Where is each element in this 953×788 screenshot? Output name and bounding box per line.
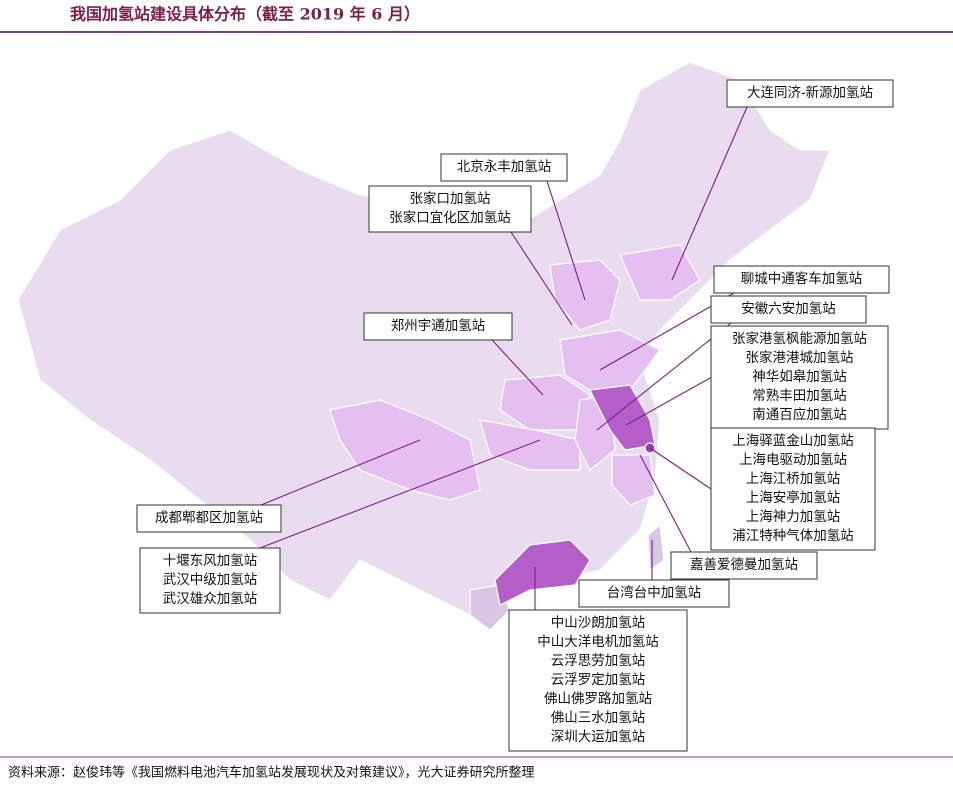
callout-box <box>670 551 818 580</box>
station-label: 上海神力加氢站 <box>746 509 841 525</box>
station-label: 常熟丰田加氢站 <box>752 388 847 404</box>
callout-box <box>363 312 513 341</box>
station-label: 上海电驱动加氢站 <box>739 452 847 468</box>
callout-box <box>710 295 867 324</box>
station-label: 南通百应加氢站 <box>752 406 847 423</box>
station-label: 张家口宜化区加氢站 <box>389 209 511 226</box>
sichuan <box>329 399 481 501</box>
leader-line <box>260 439 421 506</box>
station-label: 深圳大运加氢站 <box>551 729 646 745</box>
jiangsu <box>589 384 656 451</box>
station-label: 中山大洋电机加氢站 <box>537 634 659 650</box>
leader-line <box>491 339 544 396</box>
station-label: 张家港氢枫能源加氢站 <box>732 330 867 347</box>
station-label: 张家口加氢站 <box>410 190 491 207</box>
callout-box <box>368 185 532 233</box>
station-label: 武汉中级加氢站 <box>163 572 258 588</box>
callout-box <box>440 153 568 182</box>
callout-box <box>136 504 282 533</box>
title: 我国加氢站建设具体分布（截至 2019 年 6 月） <box>70 5 420 24</box>
station-label: 佛山佛罗路加氢站 <box>544 691 652 707</box>
leader-line <box>510 231 573 326</box>
leader-line <box>625 377 712 426</box>
station-label: 上海安亭加氢站 <box>746 489 841 506</box>
callout-box <box>713 265 890 294</box>
station-label: 佛山三水加氢站 <box>551 710 646 726</box>
station-label: 成都郫都区加氢站 <box>155 510 263 526</box>
station-label: 神华如皋加氢站 <box>752 369 847 385</box>
callout-box <box>578 579 730 608</box>
zhejiang <box>611 454 656 506</box>
source: 资料来源：赵俊玮等《我国燃料电池汽车加氢站发展现状及对策建议》，光大证券研究所整… <box>8 765 535 781</box>
station-label: 北京永丰加氢站 <box>457 159 552 175</box>
callout-box <box>710 325 889 430</box>
callout-box <box>139 547 281 614</box>
station-label: 上海江桥加氢站 <box>746 471 841 487</box>
station-label: 嘉善爱德曼加氢站 <box>690 557 798 573</box>
station-label: 中山沙朗加氢站 <box>551 615 646 631</box>
leader-line <box>639 454 692 553</box>
station-label: 台湾台中加氢站 <box>607 584 702 601</box>
callout-box <box>508 609 688 752</box>
station-label: 张家港港城加氢站 <box>746 349 854 366</box>
leader-line <box>649 447 712 490</box>
map <box>17 61 831 631</box>
callout-box <box>726 79 894 108</box>
station-label: 十堰东风加氢站 <box>163 553 258 569</box>
station-label: 聊城中通客车加氢站 <box>741 270 863 287</box>
station-label: 云浮思劳加氢站 <box>551 653 646 669</box>
station-label: 大连同济-新源加氢站 <box>747 85 873 101</box>
leader-line <box>671 106 748 281</box>
callout-box <box>710 427 876 551</box>
station-label: 安徽六安加氢站 <box>741 301 836 317</box>
leader-line <box>596 322 732 431</box>
leader-line <box>259 439 541 549</box>
station-label: 云浮罗定加氢站 <box>551 672 646 688</box>
leader-line <box>546 180 586 301</box>
liaoning <box>619 244 701 301</box>
callouts: 大连同济-新源加氢站北京永丰加氢站张家口加氢站张家口宜化区加氢站聊城中通客车加氢… <box>136 79 894 752</box>
guangdong <box>494 539 591 606</box>
hubei <box>479 419 581 471</box>
station-label: 郑州宇通加氢站 <box>391 318 486 334</box>
station-label: 浦江特种气体加氢站 <box>732 528 854 544</box>
station-label: 武汉雄众加氢站 <box>163 591 258 607</box>
station-label: 上海驿蓝金山加氢站 <box>732 433 854 449</box>
taiwan <box>647 523 665 572</box>
